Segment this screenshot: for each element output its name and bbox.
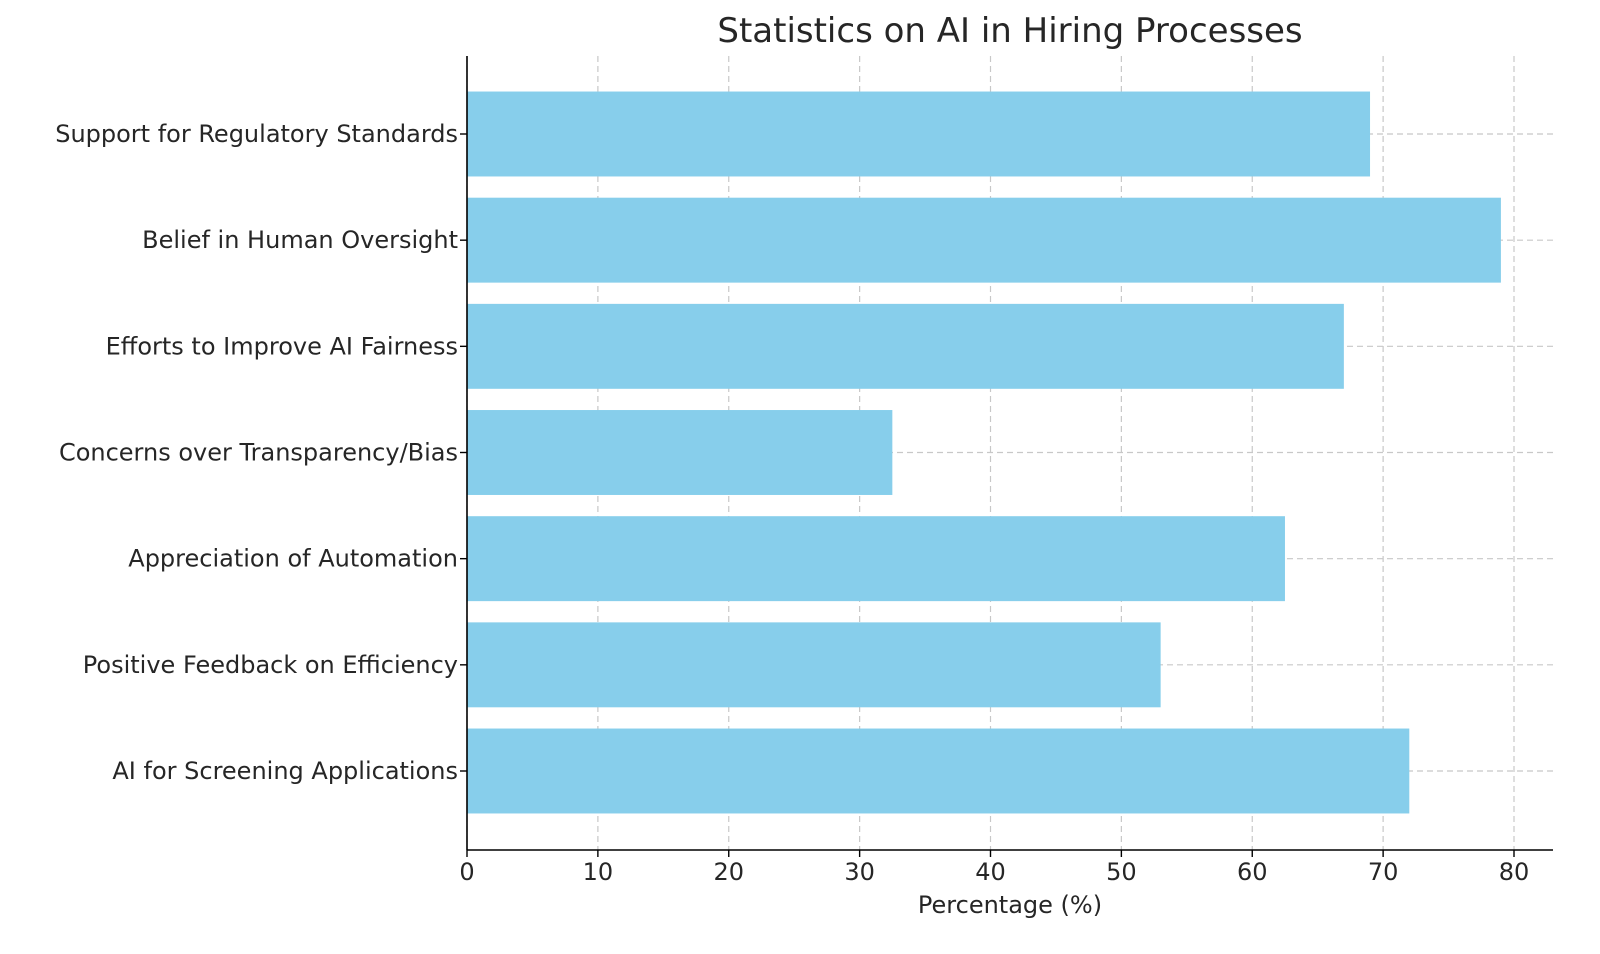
x-tick-label: 20 <box>713 858 744 886</box>
x-tick-label: 60 <box>1237 858 1268 886</box>
x-tick-label: 70 <box>1368 858 1399 886</box>
y-tick-label: Appreciation of Automation <box>128 545 458 573</box>
x-tick-label: 40 <box>975 858 1006 886</box>
bar <box>467 516 1285 602</box>
y-tick-label: Concerns over Transparency/Bias <box>59 439 458 467</box>
y-ticks: AI for Screening Applications Positive Fe… <box>55 120 467 785</box>
y-tick-label: Belief in Human Oversight <box>142 226 458 254</box>
y-tick-label: AI for Screening Applications <box>112 757 458 785</box>
bar <box>467 728 1410 814</box>
bar <box>467 410 893 495</box>
x-tick-label: 80 <box>1499 858 1530 886</box>
bars-layer <box>467 91 1501 814</box>
chart-title: Statistics on AI in Hiring Processes <box>717 11 1302 51</box>
x-axis-label: Percentage (%) <box>918 891 1102 919</box>
bar <box>467 197 1501 283</box>
x-ticks: 0 10 20 30 40 50 60 70 80 <box>459 850 1529 886</box>
x-tick-label: 0 <box>459 858 474 886</box>
x-tick-label: 10 <box>583 858 614 886</box>
bar <box>467 622 1161 708</box>
y-tick-label: Support for Regulatory Standards <box>55 120 458 148</box>
x-tick-label: 30 <box>844 858 875 886</box>
y-tick-label: Efforts to Improve AI Fairness <box>106 332 458 360</box>
bar <box>467 303 1344 389</box>
y-tick-label: Positive Feedback on Efficiency <box>83 651 458 679</box>
bar <box>467 91 1371 177</box>
x-tick-label: 50 <box>1106 858 1137 886</box>
